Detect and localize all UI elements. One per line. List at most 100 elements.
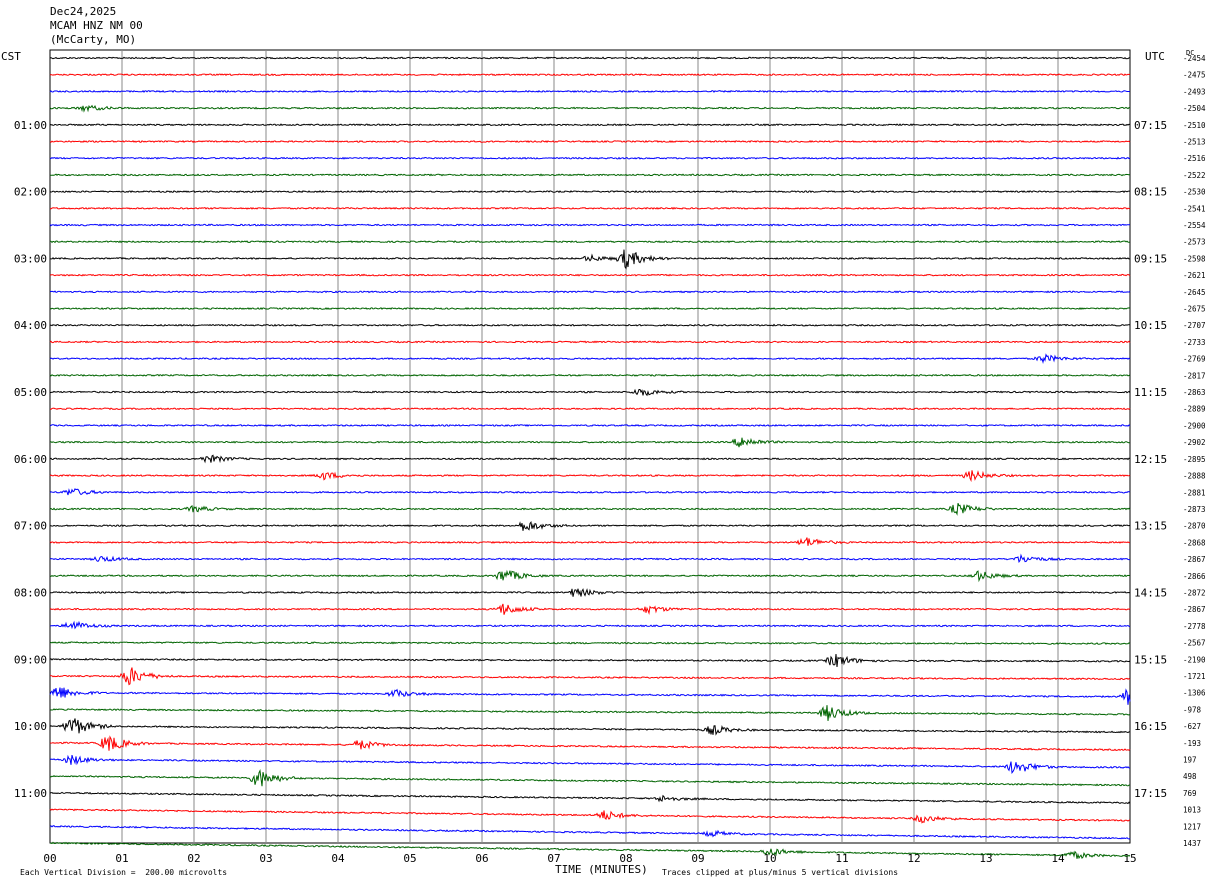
dc-offset-label: -2870: [1183, 522, 1206, 531]
dc-offset-label: -2900: [1183, 421, 1206, 430]
dc-offset-label: -2867: [1183, 605, 1206, 614]
right-time-label: 16:15: [1134, 720, 1167, 733]
trace-22: [49, 424, 1131, 427]
dc-offset-label: -2889: [1183, 405, 1206, 414]
trace-25: [49, 470, 1131, 483]
x-tick-label: 08: [619, 852, 632, 865]
x-tick-label: 11: [835, 852, 848, 865]
x-tick-label: 02: [187, 852, 200, 865]
dc-offset-label: -1721: [1183, 672, 1206, 681]
x-tick-label: 00: [43, 852, 56, 865]
trace-47: [49, 841, 1131, 860]
trace-21: [49, 407, 1131, 411]
dc-offset-label: -2510: [1183, 121, 1206, 130]
left-time-label: 09:00: [14, 653, 47, 666]
trace-20: [49, 388, 1131, 397]
trace-5: [49, 140, 1131, 143]
right-time-label: 09:15: [1134, 252, 1167, 265]
x-tick-label: 15: [1123, 852, 1136, 865]
trace-6: [49, 156, 1131, 160]
dc-offset-label: -2504: [1183, 104, 1206, 113]
dc-offset-label: -2863: [1183, 388, 1206, 397]
trace-4: [49, 123, 1131, 127]
x-tick-label: 12: [907, 852, 920, 865]
dc-offset-label: 197: [1183, 755, 1197, 764]
trace-39: [49, 705, 1131, 721]
trace-32: [49, 588, 1131, 597]
left-time-label: 04:00: [14, 319, 47, 332]
trace-29: [49, 537, 1131, 546]
trace-28: [50, 520, 1131, 531]
dc-offset-label: -2454: [1183, 54, 1206, 63]
x-tick-label: 06: [475, 852, 488, 865]
trace-27: [49, 503, 1131, 516]
dc-offset-label: -193: [1183, 739, 1201, 748]
trace-19: [49, 373, 1131, 377]
dc-offset-label: -2621: [1183, 271, 1206, 280]
trace-7: [49, 173, 1131, 177]
date-title: Dec24,2025: [50, 5, 117, 18]
trace-35: [49, 641, 1131, 645]
right-timezone-label: UTC: [1145, 50, 1165, 63]
trace-1: [49, 73, 1131, 77]
dc-offset-label: -2872: [1183, 588, 1206, 597]
dc-offset-label: -2598: [1183, 254, 1206, 263]
right-time-label: 13:15: [1134, 520, 1167, 533]
location-title: (McCarty, MO): [50, 33, 137, 46]
dc-offset-label: -2769: [1183, 355, 1206, 364]
trace-3: [49, 104, 1131, 113]
dc-offset-label: 1217: [1183, 822, 1201, 831]
dc-offset-label: -2888: [1183, 472, 1206, 481]
trace-26: [49, 488, 1131, 496]
dc-offset-label: -2530: [1183, 188, 1206, 197]
dc-offset-label: -1306: [1183, 689, 1206, 698]
trace-33: [49, 603, 1131, 616]
dc-offset-label: -2881: [1183, 488, 1206, 497]
dc-offset-label: -2707: [1183, 321, 1206, 330]
right-time-label: 11:15: [1134, 386, 1167, 399]
trace-31: [49, 569, 1130, 583]
x-axis-title: TIME (MINUTES): [555, 863, 648, 876]
dc-offset-label: -2817: [1183, 371, 1206, 380]
left-time-label: 01:00: [14, 119, 47, 132]
left-time-label: 10:00: [14, 720, 47, 733]
trace-46: [49, 825, 1131, 840]
dc-offset-label: -2868: [1183, 538, 1206, 547]
dc-offset-label: -2513: [1183, 138, 1206, 147]
trace-14: [49, 290, 1131, 294]
dc-offset-label: -2867: [1183, 555, 1206, 564]
trace-12: [50, 249, 1131, 270]
dc-offset-label: -2866: [1183, 572, 1206, 581]
trace-10: [49, 223, 1131, 227]
trace-24: [49, 454, 1131, 464]
trace-42: [49, 754, 1131, 774]
station-title: MCAM HNZ NM 00: [50, 19, 143, 32]
left-time-label: 02:00: [14, 186, 47, 199]
dc-offset-label: -2778: [1183, 622, 1206, 631]
left-time-label: 06:00: [14, 453, 47, 466]
dc-offset-label: 1013: [1183, 806, 1201, 815]
x-tick-label: 10: [763, 852, 776, 865]
x-tick-label: 05: [403, 852, 416, 865]
dc-offset-label: -2554: [1183, 221, 1206, 230]
left-time-label: 03:00: [14, 252, 47, 265]
dc-offset-label: 1437: [1183, 839, 1201, 848]
trace-23: [49, 437, 1131, 448]
right-time-label: 10:15: [1134, 319, 1167, 332]
trace-36: [49, 654, 1131, 667]
trace-37: [50, 667, 1131, 686]
dc-offset-label: -2902: [1183, 438, 1206, 447]
dc-offset-label: -2522: [1183, 171, 1206, 180]
trace-45: [49, 808, 1131, 824]
trace-11: [49, 240, 1131, 244]
trace-2: [49, 89, 1131, 93]
trace-0: [49, 56, 1131, 60]
dc-offset-label: -627: [1183, 722, 1201, 731]
dc-column-label: DC: [1186, 49, 1195, 57]
right-time-label: 17:15: [1134, 787, 1167, 800]
right-time-label: 08:15: [1134, 186, 1167, 199]
left-time-label: 11:00: [14, 787, 47, 800]
trace-17: [49, 340, 1131, 344]
trace-38: [49, 687, 1131, 705]
